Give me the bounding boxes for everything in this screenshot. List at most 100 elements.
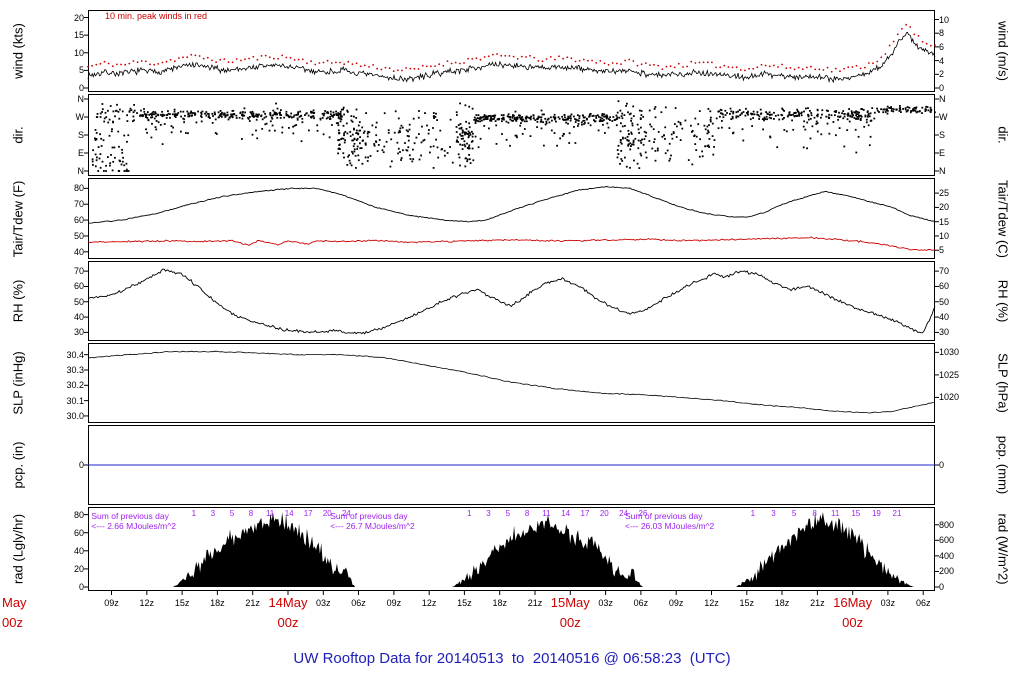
- ytick-left-dir: S: [77, 130, 84, 140]
- rad-cumulative-number: 15: [851, 509, 860, 518]
- ytick-left-temp: 80: [73, 183, 84, 194]
- ytick-right-wind: 6: [939, 41, 945, 52]
- rad-sum-annotation-2-line2: <--- 26.03 MJoules/m^2: [625, 521, 715, 531]
- ytick-right-wind: 8: [939, 28, 945, 39]
- rad-cumulative-number: 5: [230, 509, 235, 518]
- ytick-right-dir: N: [939, 94, 946, 104]
- xtick-label: 09z: [104, 598, 119, 608]
- rad-cumulative-number: 1: [751, 509, 756, 518]
- ytick-right-rh: 60: [939, 281, 950, 292]
- rad-cumulative-number: 17: [581, 509, 590, 518]
- rad-cumulative-number: 11: [266, 509, 275, 518]
- series-temp-1: [87, 236, 936, 251]
- ytick-right-rad: 800: [939, 519, 955, 530]
- date-label-2: 15May 00z: [550, 595, 590, 630]
- series-wind-0: [87, 31, 936, 84]
- axis-title-right-pcp: pcp. (mm): [995, 435, 1011, 495]
- panel-dir-border: [88, 94, 935, 176]
- rad-cumulative-number: 24: [342, 509, 351, 518]
- xtick-label: 03z: [880, 598, 896, 608]
- rad-cumulative-number: 5: [792, 509, 797, 518]
- rad-cumulative-number: 17: [304, 509, 313, 518]
- rad-cumulative-number: 8: [812, 509, 817, 518]
- xtick-label: 15z: [457, 598, 472, 608]
- ytick-left-dir: N: [77, 94, 85, 104]
- ytick-left-slp: 30.0: [66, 410, 84, 421]
- rad-cumulative-number: 11: [831, 509, 840, 518]
- ytick-left-rh: 50: [73, 296, 84, 307]
- axis-title-left-rh: RH (%): [10, 279, 26, 323]
- ytick-left-dir: E: [77, 148, 84, 158]
- xtick-label: 06z: [915, 598, 931, 608]
- xtick-label: 18z: [774, 598, 790, 608]
- axis-title-right-temp: Tair/Tdew (C): [995, 179, 1011, 258]
- ytick-left-rh: 40: [73, 312, 84, 323]
- ytick-left-wind: 10: [73, 47, 84, 58]
- rad-cumulative-number: 1: [192, 509, 197, 518]
- xtick-label: 21z: [245, 598, 260, 608]
- date-label-3: 16May 00z: [833, 595, 873, 630]
- ytick-left-wind: 15: [73, 30, 84, 41]
- axis-title-left-temp: Tair/Tdew (F): [10, 180, 26, 257]
- xtick-label: 21z: [810, 598, 825, 608]
- ytick-left-rh: 60: [73, 281, 84, 292]
- series-temp-0: [87, 185, 936, 224]
- rad-cumulative-number: 5: [506, 509, 511, 518]
- wind-peak-note: 10 min. peak winds in red: [105, 11, 207, 21]
- ytick-left-rh: 30: [73, 327, 84, 338]
- ytick-right-rad: 0: [939, 582, 945, 592]
- rad-cumulative-number: 20: [323, 509, 332, 518]
- ytick-right-slp: 1025: [939, 369, 960, 380]
- ytick-left-rad: 40: [73, 545, 84, 556]
- ytick-left-rad: 60: [73, 527, 84, 538]
- panel-wind-plot: 10 min. peak winds in red: [84, 10, 939, 92]
- xtick-label: 06z: [633, 598, 649, 608]
- ytick-left-dir: N: [77, 166, 85, 176]
- series-rad-area: [88, 512, 935, 587]
- ytick-right-slp: 1030: [939, 347, 960, 358]
- rad-sum-annotation-0-line2: <--- 2.66 MJoules/m^2: [91, 521, 176, 531]
- rad-sum-annotation-1-line2: <--- 26.7 MJoules/m^2: [330, 521, 415, 531]
- xtick-label: 15z: [174, 598, 190, 608]
- ytick-right-slp: 1020: [939, 392, 960, 403]
- ytick-right-temp: 15: [939, 216, 950, 227]
- ytick-right-wind: 10: [939, 14, 950, 25]
- panel-slp-border: [88, 343, 935, 423]
- panel-dir-plot: [84, 94, 939, 176]
- rad-cumulative-number: 14: [561, 509, 570, 518]
- ytick-left-temp: 70: [73, 199, 84, 210]
- panel-wind-border: [88, 10, 935, 92]
- ytick-left-temp: 50: [73, 230, 84, 241]
- series-slp-0: [87, 350, 935, 414]
- xtick-label: 18z: [492, 598, 507, 608]
- date-label-1: 14May 00z: [268, 595, 308, 630]
- rad-sum-annotation-2-line1: Sum of previous day: [625, 511, 703, 521]
- ytick-right-rh: 70: [939, 266, 950, 277]
- ytick-right-rad: 400: [939, 550, 955, 561]
- axis-title-right-wind: wind (m/s): [995, 21, 1011, 81]
- ytick-right-dir: W: [939, 112, 948, 122]
- ytick-left-rad: 0: [78, 582, 84, 592]
- ytick-left-wind: 5: [78, 65, 84, 76]
- ytick-right-rad: 200: [939, 566, 955, 577]
- ytick-left-rh: 70: [73, 266, 84, 277]
- axis-title-left-slp: SLP (inHg): [10, 351, 26, 415]
- panel-rad-plot: 1 3 5 8 11 14 17 20 24 1 3 5 8 11 14 17 20 24 26 1 3 5 8 11 15 19…: [84, 507, 939, 591]
- rad-cumulative-number: 1: [467, 509, 472, 518]
- ytick-right-rh: 30: [939, 327, 950, 338]
- ytick-right-temp: 25: [939, 188, 950, 199]
- rad-cumulative-number: 3: [211, 509, 216, 518]
- xtick-label: 15z: [739, 598, 755, 608]
- ytick-left-dir: W: [75, 112, 85, 122]
- rad-cumulative-number: 14: [285, 509, 294, 518]
- rad-cumulative-number: 8: [525, 509, 530, 518]
- panel-temp-plot: [84, 178, 939, 259]
- axis-title-left-rad: rad (Lgly/hr): [10, 513, 26, 585]
- ytick-left-wind: 20: [73, 12, 84, 23]
- rad-cumulative-number: 20: [600, 509, 609, 518]
- ytick-right-temp: 5: [939, 245, 945, 256]
- ytick-right-temp: 10: [939, 230, 950, 241]
- xtick-label: 12z: [139, 598, 155, 608]
- axis-title-left-pcp: pcp. (in): [10, 441, 26, 489]
